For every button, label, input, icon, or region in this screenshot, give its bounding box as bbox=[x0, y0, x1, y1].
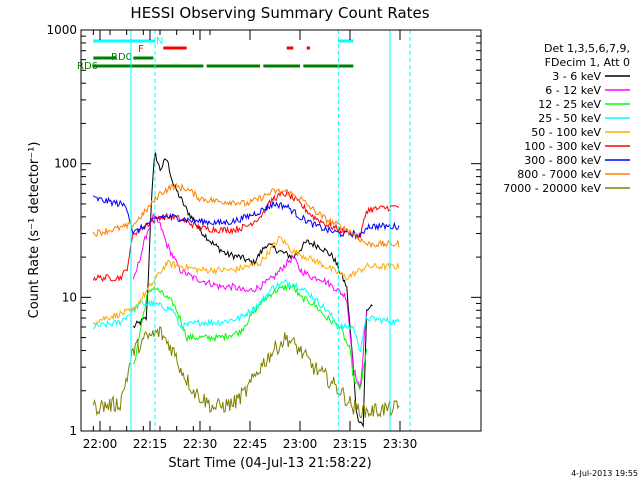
legend-label-8: 7000 - 20000 keV bbox=[503, 182, 601, 195]
series-line-1 bbox=[132, 212, 368, 388]
legend-header-0: Det 1,3,5,6,7,9, bbox=[544, 42, 630, 55]
series-line-2 bbox=[132, 282, 368, 391]
footer-timestamp: 4-Jul-2013 19:55 bbox=[571, 469, 638, 478]
annotation-label-n: N bbox=[156, 36, 163, 47]
x-axis-label: Start Time (04-Jul-13 21:58:22) bbox=[168, 456, 371, 471]
legend: Det 1,3,5,6,7,9,FDecim 1, Att 03 - 6 keV… bbox=[503, 42, 630, 195]
legend-label-2: 12 - 25 keV bbox=[538, 98, 601, 111]
plot-frame bbox=[80, 29, 482, 432]
legend-label-7: 800 - 7000 keV bbox=[517, 168, 601, 181]
legend-label-4: 50 - 100 keV bbox=[531, 126, 601, 139]
chart-title: HESSI Observing Summary Count Rates bbox=[130, 4, 429, 22]
series-line-0 bbox=[132, 152, 373, 429]
x-tick-label-0: 22:00 bbox=[83, 437, 118, 451]
legend-label-5: 100 - 300 keV bbox=[524, 140, 601, 153]
y-axis-label: Count Rate (s⁻¹ detector⁻¹) bbox=[27, 142, 42, 319]
x-tick-label-1: 22:15 bbox=[133, 437, 168, 451]
legend-label-6: 300 - 800 keV bbox=[524, 154, 601, 167]
annotation-label-rd0: RD0 bbox=[111, 52, 132, 63]
y-tick-label-3: 1000 bbox=[46, 23, 77, 37]
annotation-label-f: F bbox=[138, 44, 144, 55]
x-tick-label-4: 23:00 bbox=[283, 437, 318, 451]
annotation-layer: N F RD0 RD6 bbox=[77, 30, 411, 431]
legend-header-1: FDecim 1, Att 0 bbox=[545, 56, 630, 69]
series-line-7 bbox=[92, 182, 400, 249]
series-line-4 bbox=[92, 235, 400, 326]
x-tick-label-2: 22:30 bbox=[183, 437, 218, 451]
series-layer bbox=[92, 152, 400, 429]
legend-label-3: 25 - 50 keV bbox=[538, 112, 601, 125]
annotation-label-rd6: RD6 bbox=[77, 61, 98, 72]
legend-label-0: 3 - 6 keV bbox=[552, 70, 601, 83]
y-tick-label-1: 10 bbox=[62, 290, 77, 304]
y-tick-label-2: 100 bbox=[54, 157, 77, 171]
y-tick-label-0: 1 bbox=[69, 424, 77, 438]
legend-label-1: 6 - 12 keV bbox=[545, 84, 601, 97]
series-line-3 bbox=[92, 278, 400, 352]
x-tick-label-5: 23:15 bbox=[333, 437, 368, 451]
axes-layer: 1 10 100 1000 22:00 22:15 22:30 22:45 23:00 23:15… bbox=[46, 23, 482, 451]
x-tick-label-6: 23:30 bbox=[383, 437, 418, 451]
x-tick-label-3: 22:45 bbox=[233, 437, 268, 451]
series-line-8 bbox=[92, 326, 400, 419]
